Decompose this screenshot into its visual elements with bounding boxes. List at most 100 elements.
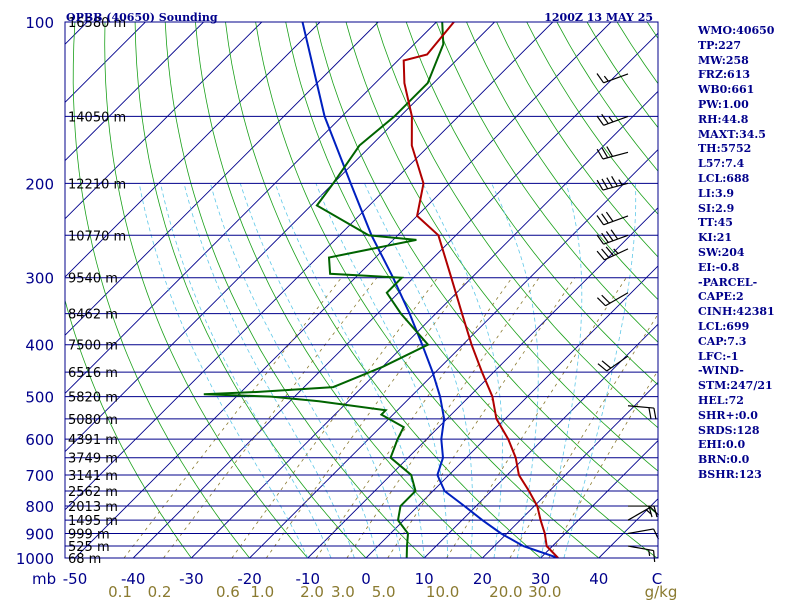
mixing-ratio-tick-label: 3.0: [331, 583, 355, 600]
isotherm-line: [65, 22, 263, 220]
moist-adiabat-line: [210, 183, 378, 558]
index-entry: STM:247/21: [698, 379, 773, 393]
height-label: 12210 m: [68, 177, 126, 192]
mixing-ratio-line: [231, 277, 438, 558]
pressure-tick-label: 600: [25, 431, 54, 449]
wind-barb: [596, 113, 629, 126]
temperature-trace: [402, 22, 559, 558]
isotherm-line: [65, 22, 204, 162]
pressure-tick-label: 500: [25, 389, 54, 407]
mixing-ratio-line: [163, 277, 378, 558]
index-entry: TT:45: [698, 216, 733, 230]
isotherm-line: [249, 148, 658, 558]
wind-barb: [597, 355, 629, 372]
wind-barb: [596, 246, 629, 261]
wind-barb: [596, 292, 629, 307]
moist-adiabat-line: [540, 183, 583, 558]
temperature-tick-label: -10: [296, 570, 321, 588]
height-label: 6516 m: [68, 366, 118, 381]
mixing-ratio-tick-label: g/kg: [645, 583, 678, 600]
wind-barb-column: [596, 73, 660, 562]
pressure-tick-label: 1000: [16, 550, 54, 568]
index-entry: BSHR:123: [698, 467, 762, 481]
height-label: 14050 m: [68, 110, 126, 125]
pressure-tick-label: 200: [25, 175, 54, 193]
pressure-tick-label: 300: [25, 270, 54, 288]
index-entry: LCL:688: [698, 171, 750, 185]
height-label: 3141 m: [68, 469, 118, 484]
index-entry: BRN:0.0: [698, 453, 750, 467]
pressure-tick-label: 900: [25, 525, 54, 543]
temperature-tick-label: 0: [361, 570, 371, 588]
isotherm-line: [132, 32, 658, 558]
mixing-ratio-line: [315, 277, 513, 558]
height-label: 5820 m: [68, 391, 118, 406]
isotherm-line: [65, 22, 379, 336]
index-entry: WB0:661: [698, 83, 755, 97]
height-label: 999 m: [68, 527, 110, 542]
index-entry: EHI:0.0: [698, 438, 746, 452]
index-entry: SHR+:0.0: [698, 408, 758, 422]
wind-barb: [627, 545, 656, 562]
dry-adiabat-line: [285, 22, 658, 558]
pressure-tick-label: 400: [25, 337, 54, 355]
index-entry: L57:7.4: [698, 157, 745, 171]
mixing-ratio-line: [509, 313, 658, 558]
index-entry: TP:227: [698, 38, 742, 52]
temperature-tick-label: 20: [473, 570, 492, 588]
wind-barb: [627, 405, 657, 420]
index-entry: SRDS:128: [698, 423, 760, 437]
isobar-lines: [65, 21, 658, 559]
temperature-tick-label: 10: [415, 570, 434, 588]
mixing-ratio-line: [387, 277, 576, 558]
index-entry: TH:5752: [698, 142, 752, 156]
index-entry: -WIND-: [698, 364, 744, 378]
index-entry: SI:2.9: [698, 201, 735, 215]
plot-frame: [64, 21, 659, 559]
temperature-tick-label: 40: [589, 570, 608, 588]
index-entry: EI:-0.8: [698, 260, 740, 274]
dewpoint-trace: [203, 22, 445, 558]
mixing-ratio-tick-label: 5.0: [372, 583, 396, 600]
moist-adiabat-line: [138, 183, 309, 558]
moist-adiabat-line: [364, 183, 473, 558]
mixing-ratio-tick-label: 30.0: [528, 583, 561, 600]
mixing-ratio-tick-label: 2.0: [300, 583, 324, 600]
dry-adiabat-line: [104, 22, 309, 558]
height-label: 2013 m: [68, 500, 118, 515]
isotherm-line: [65, 22, 495, 453]
height-label: 525 m: [68, 540, 110, 555]
index-entry: MW:258: [698, 53, 749, 67]
height-label: 1495 m: [68, 514, 118, 529]
isotherm-line: [365, 265, 658, 558]
pressure-tick-label: 700: [25, 467, 54, 485]
wind-barb: [596, 73, 629, 84]
moist-adiabat-line: [183, 183, 355, 558]
isotherm-line: [65, 22, 321, 278]
moist-adiabat-line: [422, 183, 503, 558]
height-label: 9540 m: [68, 272, 118, 287]
height-label: 4391 m: [68, 433, 118, 448]
mixing-ratio-line: [548, 369, 658, 558]
station-title: OPBB (40650) Sounding: [66, 11, 218, 24]
temperature-tick-label: C: [652, 570, 662, 588]
mixing-ratio-tick-label: 0.1: [108, 583, 132, 600]
mixing-ratio-line: [265, 277, 469, 558]
wind-barb: [596, 146, 629, 160]
temperature-tick-label: 30: [531, 570, 550, 588]
index-entry: HEL:72: [698, 393, 744, 407]
mixing-ratio-tick-label: 20.0: [489, 583, 522, 600]
index-entry: LFC:-1: [698, 349, 739, 363]
isotherm-line: [65, 22, 554, 511]
index-entry: SW:204: [698, 245, 745, 259]
height-label: 5080 m: [68, 413, 118, 428]
pressure-tick-label: 100: [25, 14, 54, 32]
index-entry: CAP:7.3: [698, 334, 747, 348]
mixing-ratio-tick-label: 1.0: [250, 583, 274, 600]
height-label: 8462 m: [68, 308, 118, 323]
pressure-tick-label: 800: [25, 498, 54, 516]
temperature-tick-label: -30: [179, 570, 204, 588]
temperature-tick-label: -50: [63, 570, 88, 588]
